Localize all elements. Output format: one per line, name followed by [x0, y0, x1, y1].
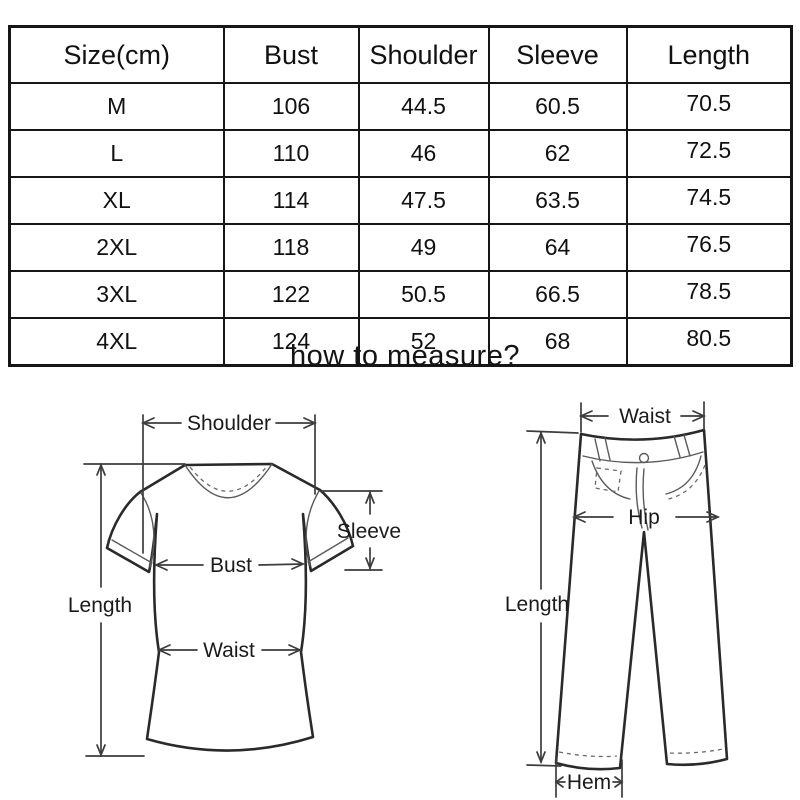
- bust-cell: 110: [222, 129, 360, 178]
- column-header-sleeve: Sleeve: [487, 25, 628, 84]
- arrowheads: [140, 417, 318, 429]
- tshirt-shoulder-dimension: Shoulder: [140, 412, 318, 554]
- button: [638, 452, 650, 464]
- left-coin-pocket-dashed: [594, 467, 622, 493]
- tshirt-length-label: Length: [68, 594, 132, 617]
- sleeve-cell: 63.5: [487, 176, 628, 225]
- size-cell: 2XL: [8, 223, 225, 272]
- arrowheads: [96, 462, 106, 758]
- pants-diagram: Waist Hip Length Hem: [505, 401, 729, 798]
- shoulder-cell: 49: [357, 223, 490, 272]
- arrowheads: [536, 430, 546, 765]
- bust-cell: 114: [222, 176, 360, 225]
- pants-length-label: Length: [505, 593, 569, 616]
- tshirt-bust-label: Bust: [210, 554, 252, 577]
- length-cell: 76.5: [625, 223, 793, 272]
- tshirt-diagram: Shoulder Length Sleeve Bust Waist: [68, 412, 401, 758]
- bust-cell: 124: [222, 317, 360, 367]
- pants-hip-label: Hip: [628, 506, 660, 529]
- collar-stitch-dashed: [189, 465, 268, 492]
- measure-heading: how to measure?: [290, 340, 520, 372]
- left-armhole-seam: [140, 492, 155, 568]
- left-hem-stitch-dashed: [558, 751, 618, 758]
- tshirt-length-dimension: Length: [68, 462, 186, 758]
- tshirt-sleeve-dimension: Sleeve: [320, 490, 401, 571]
- bust-cell: 122: [222, 270, 360, 319]
- right-belt-loop: [673, 434, 691, 458]
- pants-drawing: [554, 428, 729, 771]
- pants-waist-dimension: Waist: [578, 401, 707, 433]
- right-pocket-curve: [665, 455, 702, 495]
- column-header-size: Size(cm): [8, 25, 225, 84]
- bust-cell: 106: [222, 82, 360, 131]
- sleeve-cell: 66.5: [487, 270, 628, 319]
- arrowheads: [571, 511, 721, 523]
- length-cell: 70.5: [625, 82, 793, 131]
- right-pocket-stitch-dashed: [667, 464, 706, 500]
- length-cell: 78.5: [625, 270, 793, 319]
- table-row-4xl: 4XL 124 52 68 80.5: [8, 317, 793, 367]
- table-row-3xl: 3XL 122 50.5 66.5 78.5: [8, 270, 793, 319]
- shoulder-cell: 52: [357, 317, 490, 367]
- bust-cell: 118: [222, 223, 360, 272]
- size-cell: L: [8, 129, 225, 178]
- arrowheads: [153, 558, 306, 571]
- fly-seam: [635, 467, 649, 531]
- table-header-row: Size(cm) Bust Shoulder Sleeve Length: [8, 25, 793, 84]
- tshirt-shoulder-label: Shoulder: [187, 412, 271, 435]
- table-row-xl: XL 114 47.5 63.5 74.5: [8, 176, 793, 225]
- length-cell: 72.5: [625, 129, 793, 178]
- pants-hip-dimension: Hip: [571, 506, 721, 529]
- sleeve-cell: 62: [487, 129, 628, 178]
- pants-waist-label: Waist: [619, 405, 671, 428]
- pants-hem-label: Hem: [567, 771, 611, 794]
- tshirt-bust-dimension: Bust: [153, 554, 306, 577]
- column-header-shoulder: Shoulder: [357, 25, 490, 84]
- size-cell: M: [8, 82, 225, 131]
- size-table: Size(cm) Bust Shoulder Sleeve Length M 1…: [8, 25, 793, 367]
- collar-front-curve: [184, 463, 273, 499]
- tshirt-drawing: [105, 462, 355, 752]
- column-header-bust: Bust: [222, 25, 360, 84]
- right-armhole-seam: [305, 490, 320, 567]
- sleeve-cell: 64: [487, 223, 628, 272]
- right-hem-stitch-dashed: [669, 748, 724, 754]
- left-belt-loop: [594, 437, 611, 462]
- length-cell: 80.5: [625, 317, 793, 367]
- shoulder-cell: 44.5: [357, 82, 490, 131]
- column-header-length: Length: [625, 25, 793, 84]
- size-cell: 3XL: [8, 270, 225, 319]
- sleeve-cell: 68: [487, 317, 628, 367]
- sleeve-cell: 60.5: [487, 82, 628, 131]
- size-cell: 4XL: [8, 317, 225, 367]
- tshirt-sleeve-label: Sleeve: [337, 520, 401, 543]
- arrowheads: [578, 410, 707, 422]
- table-row-l: L 110 46 62 72.5: [8, 129, 793, 178]
- left-pocket-curve: [591, 460, 631, 500]
- pants-length-dimension: Length: [505, 430, 579, 767]
- tshirt-waist-label: Waist: [203, 639, 255, 662]
- tshirt-outline: [105, 462, 355, 752]
- length-cell: 74.5: [625, 176, 793, 225]
- arrowheads: [365, 490, 375, 571]
- shoulder-cell: 46: [357, 129, 490, 178]
- shoulder-cell: 50.5: [357, 270, 490, 319]
- table-row-2xl: 2XL 118 49 64 76.5: [8, 223, 793, 272]
- shoulder-cell: 47.5: [357, 176, 490, 225]
- pants-outline: [554, 428, 729, 771]
- pants-hem-dimension: Hem: [554, 756, 624, 798]
- tshirt-waist-dimension: Waist: [156, 639, 303, 662]
- arrowheads: [554, 776, 624, 788]
- left-cuff-seam: [111, 539, 153, 564]
- right-cuff-seam: [307, 537, 349, 563]
- arrowheads: [156, 644, 303, 656]
- size-cell: XL: [8, 176, 225, 225]
- table-row-m: M 106 44.5 60.5 70.5: [8, 82, 793, 131]
